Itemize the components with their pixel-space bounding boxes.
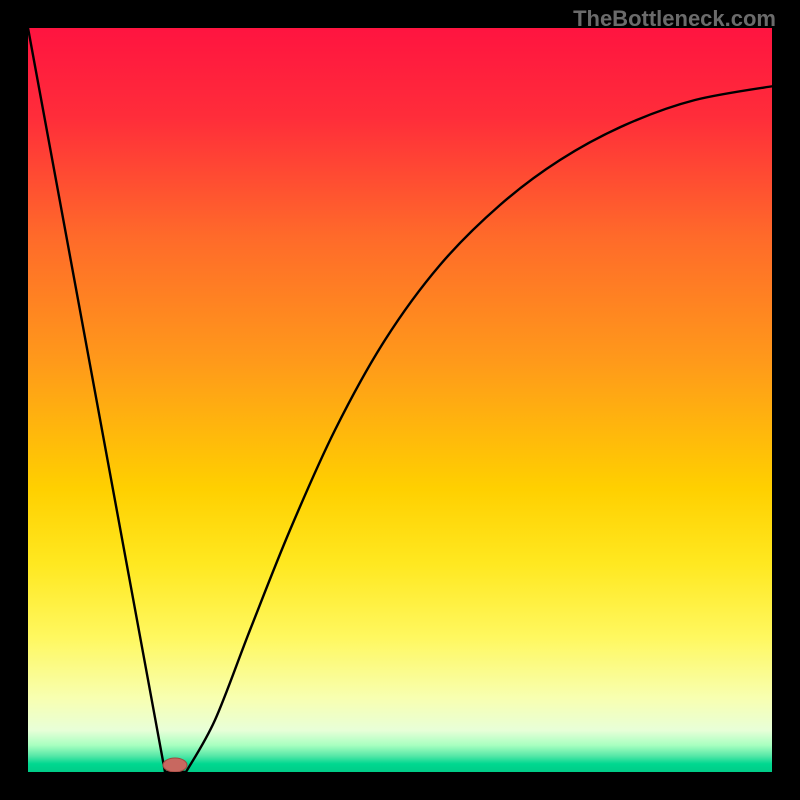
optimal-marker	[163, 758, 187, 772]
watermark-text: TheBottleneck.com	[573, 6, 776, 32]
plot-background	[28, 28, 772, 772]
bottleneck-chart	[0, 0, 800, 800]
